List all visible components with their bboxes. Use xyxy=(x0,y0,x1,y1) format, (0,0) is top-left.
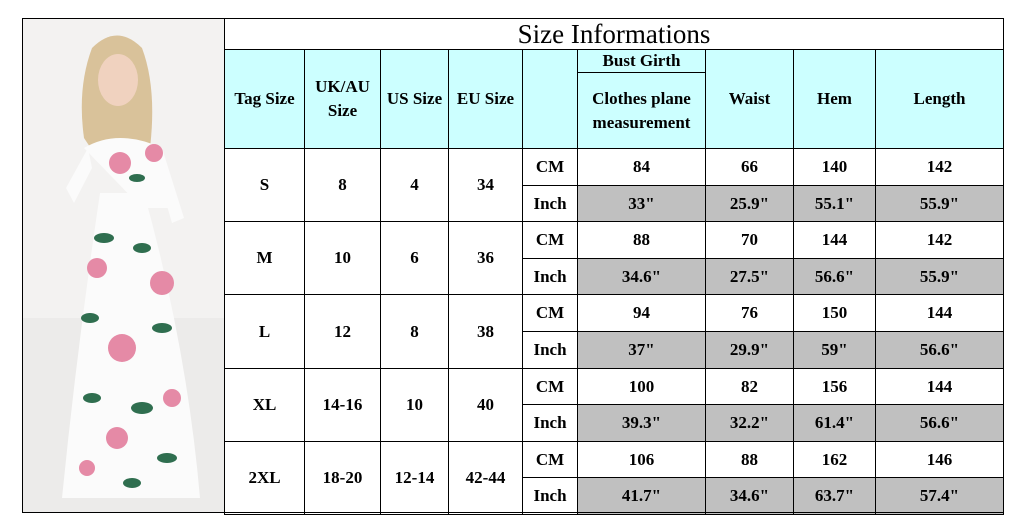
measurement: 144 xyxy=(793,221,876,259)
measurement: 150 xyxy=(793,294,876,332)
column-header: Waist xyxy=(705,49,794,149)
measurement: 59" xyxy=(793,331,876,369)
measurement: 106 xyxy=(577,441,706,478)
column-header: UK/AU Size xyxy=(304,49,381,149)
measurement: 142 xyxy=(875,148,1004,186)
us-size: 10 xyxy=(380,368,449,442)
measurement: 76 xyxy=(705,294,794,332)
unit: Inch xyxy=(522,404,578,442)
measurement: 82 xyxy=(705,368,794,405)
unit: Inch xyxy=(522,258,578,295)
measurement: 55.9" xyxy=(875,258,1004,295)
eu-size: 34 xyxy=(448,148,523,222)
us-size: 4 xyxy=(380,148,449,222)
column-header: Length xyxy=(875,49,1004,149)
measurement: 55.9" xyxy=(875,185,1004,222)
unit: CM xyxy=(522,148,578,186)
measurement: 57.4" xyxy=(875,477,1004,515)
us-size: 6 xyxy=(380,221,449,295)
measurement: 56.6" xyxy=(793,258,876,295)
measurement: 25.9" xyxy=(705,185,794,222)
measurement: 84 xyxy=(577,148,706,186)
measurement: 39.3" xyxy=(577,404,706,442)
column-header: Tag Size xyxy=(224,49,305,149)
unit: CM xyxy=(522,441,578,478)
measurement: 162 xyxy=(793,441,876,478)
tag-size: L xyxy=(224,294,305,369)
measurement: 156 xyxy=(793,368,876,405)
measurement: 140 xyxy=(793,148,876,186)
measurement: 63.7" xyxy=(793,477,876,515)
unit: Inch xyxy=(522,331,578,369)
uk-au-size: 18-20 xyxy=(304,441,381,515)
measurement: 94 xyxy=(577,294,706,332)
measurement: 33" xyxy=(577,185,706,222)
column-header: US Size xyxy=(380,49,449,149)
measurement: 29.9" xyxy=(705,331,794,369)
eu-size: 36 xyxy=(448,221,523,295)
measurement: 41.7" xyxy=(577,477,706,515)
model-photo xyxy=(22,18,224,512)
unit: CM xyxy=(522,221,578,259)
measurement: 34.6" xyxy=(705,477,794,515)
column-header: Bust Girth xyxy=(577,49,706,73)
measurement: 37" xyxy=(577,331,706,369)
uk-au-size: 10 xyxy=(304,221,381,295)
measurement: 142 xyxy=(875,221,1004,259)
measurement: 32.2" xyxy=(705,404,794,442)
uk-au-size: 8 xyxy=(304,148,381,222)
column-header: EU Size xyxy=(448,49,523,149)
unit: Inch xyxy=(522,477,578,515)
tag-size: 2XL xyxy=(224,441,305,515)
measurement: 146 xyxy=(875,441,1004,478)
eu-size: 38 xyxy=(448,294,523,369)
unit: CM xyxy=(522,368,578,405)
measurement: 61.4" xyxy=(793,404,876,442)
measurement: 88 xyxy=(577,221,706,259)
measurement: 56.6" xyxy=(875,404,1004,442)
measurement: 70 xyxy=(705,221,794,259)
measurement: 88 xyxy=(705,441,794,478)
measurement: 34.6" xyxy=(577,258,706,295)
tag-size: XL xyxy=(224,368,305,442)
uk-au-size: 12 xyxy=(304,294,381,369)
measurement: 56.6" xyxy=(875,331,1004,369)
measurement: 144 xyxy=(875,368,1004,405)
eu-size: 40 xyxy=(448,368,523,442)
measurement: 27.5" xyxy=(705,258,794,295)
eu-size: 42-44 xyxy=(448,441,523,515)
unit: CM xyxy=(522,294,578,332)
table-title: Size Informations xyxy=(224,18,1004,50)
column-header: Hem xyxy=(793,49,876,149)
us-size: 12-14 xyxy=(380,441,449,515)
uk-au-size: 14-16 xyxy=(304,368,381,442)
column-header: Clothes plane measurement xyxy=(577,72,706,149)
tag-size: S xyxy=(224,148,305,222)
us-size: 8 xyxy=(380,294,449,369)
measurement: 66 xyxy=(705,148,794,186)
measurement: 144 xyxy=(875,294,1004,332)
tag-size: M xyxy=(224,221,305,295)
unit: Inch xyxy=(522,185,578,222)
measurement: 55.1" xyxy=(793,185,876,222)
column-header-empty xyxy=(522,49,578,149)
measurement: 100 xyxy=(577,368,706,405)
